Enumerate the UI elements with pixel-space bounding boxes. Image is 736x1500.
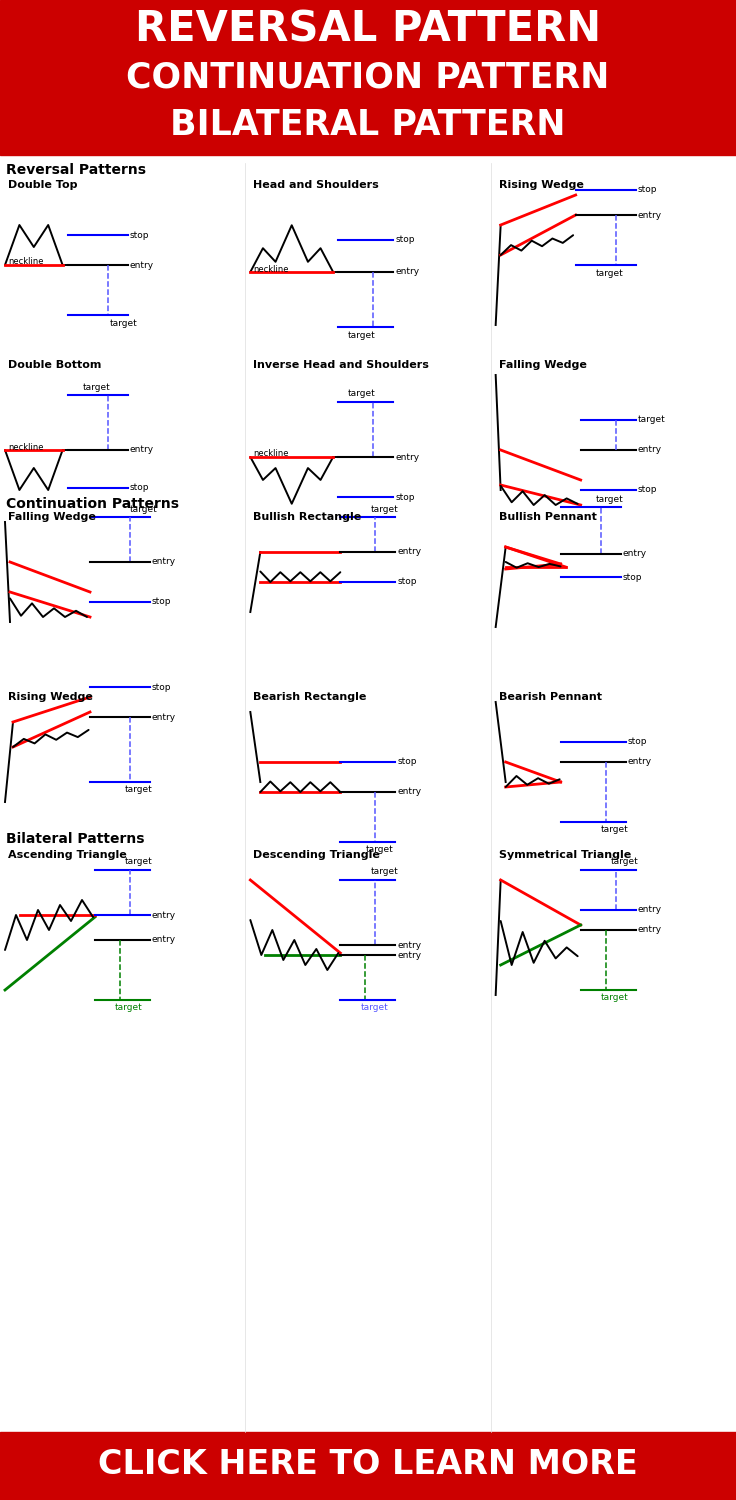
Text: neckline: neckline — [253, 450, 289, 459]
Text: entry: entry — [628, 758, 652, 766]
Bar — [0, 1432, 736, 1500]
Text: stop: stop — [130, 483, 149, 492]
Text: entry: entry — [397, 548, 422, 556]
Text: target: target — [82, 382, 110, 392]
Text: entry: entry — [395, 267, 420, 276]
Text: target: target — [611, 858, 638, 867]
Text: Bearish Pennant: Bearish Pennant — [499, 692, 601, 702]
Text: Rising Wedge: Rising Wedge — [8, 692, 93, 702]
Text: entry: entry — [395, 453, 420, 462]
Text: entry: entry — [637, 210, 662, 219]
Text: entry: entry — [130, 261, 154, 270]
Text: Bullish Pennant: Bullish Pennant — [499, 512, 597, 522]
Text: Head and Shoulders: Head and Shoulders — [253, 180, 379, 190]
Text: target: target — [125, 858, 153, 867]
Text: target: target — [125, 786, 153, 795]
Text: stop: stop — [397, 578, 417, 586]
Text: target: target — [595, 268, 623, 278]
Text: Continuation Patterns: Continuation Patterns — [6, 496, 179, 512]
Text: target: target — [365, 846, 393, 855]
Text: entry: entry — [397, 951, 422, 960]
Text: target: target — [637, 416, 665, 424]
Text: target: target — [348, 390, 376, 399]
Text: entry: entry — [397, 940, 422, 950]
Text: Reversal Patterns: Reversal Patterns — [6, 164, 146, 177]
Text: stop: stop — [395, 236, 414, 244]
Text: stop: stop — [130, 231, 149, 240]
Text: target: target — [370, 504, 398, 513]
Text: entry: entry — [637, 446, 662, 454]
Text: neckline: neckline — [8, 258, 43, 267]
Text: Rising Wedge: Rising Wedge — [499, 180, 584, 190]
Text: Symmetrical Triangle: Symmetrical Triangle — [499, 850, 631, 859]
Text: stop: stop — [152, 597, 171, 606]
Text: stop: stop — [623, 573, 643, 582]
Text: target: target — [595, 495, 623, 504]
Text: entry: entry — [397, 788, 422, 796]
Text: Bilateral Patterns: Bilateral Patterns — [6, 833, 144, 846]
Text: REVERSAL PATTERN: REVERSAL PATTERN — [135, 8, 601, 50]
Text: target: target — [370, 867, 398, 876]
Text: entry: entry — [152, 712, 176, 722]
Text: stop: stop — [637, 186, 657, 195]
Text: entry: entry — [637, 906, 662, 915]
Text: stop: stop — [637, 486, 657, 495]
Text: Bearish Rectangle: Bearish Rectangle — [253, 692, 367, 702]
Text: Bullish Rectangle: Bullish Rectangle — [253, 512, 361, 522]
Text: entry: entry — [637, 926, 662, 934]
Text: target: target — [115, 1004, 143, 1013]
Text: Ascending Triangle: Ascending Triangle — [8, 850, 127, 859]
Text: stop: stop — [152, 682, 171, 692]
Text: stop: stop — [395, 492, 414, 501]
Text: entry: entry — [152, 910, 176, 920]
Text: stop: stop — [628, 738, 647, 747]
Text: Falling Wedge: Falling Wedge — [8, 512, 96, 522]
Text: target: target — [361, 1004, 388, 1013]
Text: entry: entry — [152, 936, 176, 945]
Text: Inverse Head and Shoulders: Inverse Head and Shoulders — [253, 360, 429, 370]
Text: target: target — [601, 825, 629, 834]
Text: Descending Triangle: Descending Triangle — [253, 850, 381, 859]
Text: CLICK HERE TO LEARN MORE: CLICK HERE TO LEARN MORE — [98, 1448, 638, 1480]
Text: neckline: neckline — [253, 264, 289, 273]
Text: entry: entry — [152, 558, 176, 567]
Bar — [0, 0, 736, 154]
Text: neckline: neckline — [8, 442, 43, 452]
Text: target: target — [110, 318, 138, 327]
Text: target: target — [601, 993, 629, 1002]
Text: entry: entry — [130, 446, 154, 454]
Text: entry: entry — [623, 549, 647, 558]
Text: CONTINUATION PATTERN: CONTINUATION PATTERN — [127, 60, 609, 94]
Text: Falling Wedge: Falling Wedge — [499, 360, 587, 370]
Text: Double Top: Double Top — [8, 180, 77, 190]
Text: Double Bottom: Double Bottom — [8, 360, 102, 370]
Text: target: target — [348, 330, 376, 339]
Text: stop: stop — [397, 758, 417, 766]
Text: target: target — [130, 504, 158, 513]
Text: BILATERAL PATTERN: BILATERAL PATTERN — [170, 108, 566, 142]
